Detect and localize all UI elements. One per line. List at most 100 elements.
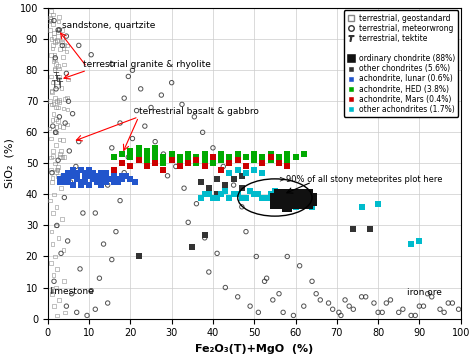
Point <box>56 137 64 142</box>
Point <box>271 188 279 194</box>
Point <box>85 173 93 179</box>
Point <box>279 192 287 197</box>
Point <box>57 251 65 256</box>
Point <box>51 66 58 71</box>
Point <box>108 61 116 67</box>
Point <box>259 170 266 175</box>
Point <box>407 313 415 318</box>
Point <box>151 145 159 151</box>
Point <box>58 216 66 222</box>
Point <box>85 167 93 173</box>
Point <box>242 154 250 160</box>
Point <box>238 185 246 191</box>
Point <box>416 303 423 309</box>
Point <box>250 151 258 157</box>
Point <box>58 43 66 48</box>
Point <box>118 173 126 179</box>
Point <box>279 309 287 315</box>
Point <box>54 76 62 81</box>
Point <box>137 86 145 92</box>
Point <box>411 313 419 318</box>
Point <box>54 167 61 173</box>
Point <box>116 120 124 126</box>
Point <box>288 201 295 207</box>
Point <box>261 279 268 284</box>
Point <box>83 313 91 318</box>
Point <box>81 170 89 175</box>
Point <box>160 167 167 173</box>
Point <box>192 158 200 163</box>
Point <box>118 160 126 166</box>
Point <box>52 61 60 67</box>
Point <box>98 182 105 188</box>
Point <box>87 52 95 58</box>
Point <box>56 151 64 157</box>
Text: limestone: limestone <box>49 287 94 296</box>
Point <box>180 185 188 191</box>
Point <box>250 192 258 197</box>
Point <box>292 198 299 203</box>
Point <box>226 160 233 166</box>
Point <box>55 105 62 110</box>
Point <box>151 139 159 145</box>
Point <box>387 297 394 303</box>
Point <box>436 306 444 312</box>
Point <box>61 120 69 126</box>
Point <box>54 164 62 170</box>
Point <box>131 179 138 185</box>
Point <box>128 136 136 141</box>
Point <box>63 95 71 100</box>
Text: T: T <box>54 75 59 84</box>
Point <box>300 201 308 207</box>
Point <box>226 170 233 175</box>
Point <box>79 210 87 216</box>
Point <box>151 151 159 157</box>
Point <box>93 179 101 185</box>
Point <box>50 192 58 197</box>
Point <box>221 285 229 290</box>
Point <box>168 158 175 163</box>
Point <box>218 158 225 163</box>
Point <box>47 18 55 23</box>
Point <box>64 170 72 175</box>
Point <box>374 201 382 207</box>
Point <box>54 98 61 104</box>
Point <box>52 130 60 135</box>
Point <box>201 151 209 157</box>
Point <box>246 303 254 309</box>
Point <box>283 195 291 200</box>
Point <box>160 154 167 160</box>
Point <box>63 43 71 48</box>
Point <box>168 158 175 163</box>
Point <box>57 148 64 154</box>
Point <box>52 130 59 135</box>
Point <box>61 154 68 160</box>
Point <box>50 18 58 23</box>
Point <box>279 192 287 197</box>
Point <box>147 105 155 110</box>
Point <box>283 158 291 163</box>
Point <box>48 89 56 95</box>
Point <box>58 27 66 33</box>
Point <box>51 56 59 62</box>
Point <box>55 235 63 241</box>
Point <box>127 164 134 169</box>
Text: >90% of all stony meteorites plot here: >90% of all stony meteorites plot here <box>279 175 443 184</box>
Point <box>127 148 134 154</box>
Point <box>197 195 204 200</box>
Point <box>230 182 237 188</box>
Point <box>304 192 312 197</box>
Point <box>213 195 221 200</box>
Point <box>57 85 65 91</box>
Point <box>288 195 295 200</box>
Point <box>143 154 151 160</box>
Point <box>213 251 221 256</box>
Point <box>296 192 303 197</box>
Point <box>221 182 229 188</box>
Point <box>52 116 60 122</box>
Point <box>178 102 186 107</box>
Point <box>205 185 213 191</box>
Legend: terrestrial, geostandard, terrestrial, meteorwrong, terrestrial, tektite, , ordi: terrestrial, geostandard, terrestrial, m… <box>344 10 458 117</box>
X-axis label: Fe₂O₃(T)+MgO  (%): Fe₂O₃(T)+MgO (%) <box>195 344 313 354</box>
Point <box>98 170 105 175</box>
